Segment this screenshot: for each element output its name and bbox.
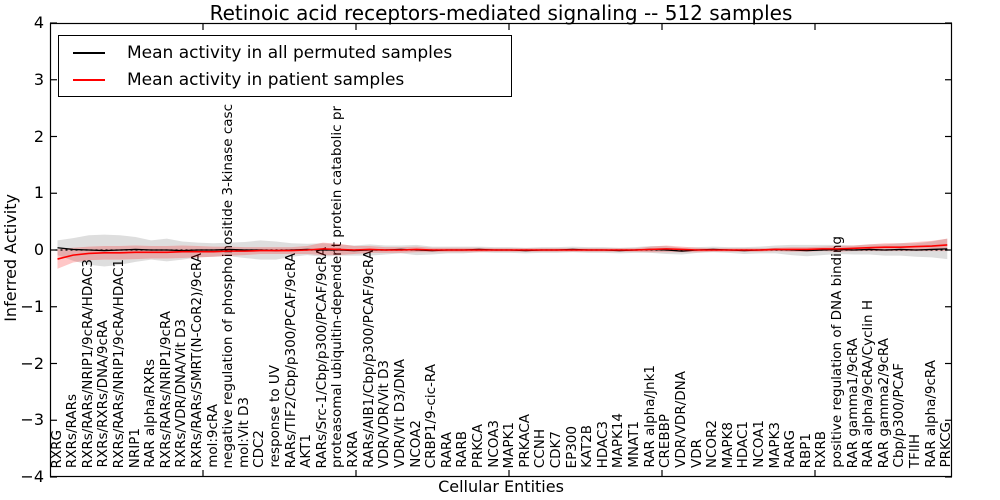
y-tick-label: 3	[33, 69, 44, 89]
legend-label: Mean activity in all permuted samples	[127, 42, 453, 63]
x-axis-label: Cellular Entities	[438, 477, 564, 496]
y-tick-label: 2	[33, 126, 44, 146]
legend-label: Mean activity in patient samples	[127, 69, 405, 90]
legend-item-permuted: Mean activity in all permuted samples	[73, 43, 505, 63]
patient-line-swatch	[73, 78, 105, 81]
y-tick-label: 4	[33, 13, 44, 32]
permuted-line-swatch	[73, 51, 105, 54]
y-tick-label: −2	[20, 353, 44, 373]
y-tick-label: −1	[20, 296, 44, 316]
chart-title: Retinoic acid receptors-mediated signali…	[209, 1, 793, 25]
y-tick-label: −3	[20, 410, 44, 430]
y-tick-label: −4	[20, 467, 44, 486]
y-tick-label: 0	[33, 240, 44, 259]
legend-item-patient: Mean activity in patient samples	[73, 70, 505, 90]
legend: Mean activity in all permuted samples Me…	[58, 35, 512, 97]
y-tick-label: 1	[33, 183, 44, 203]
